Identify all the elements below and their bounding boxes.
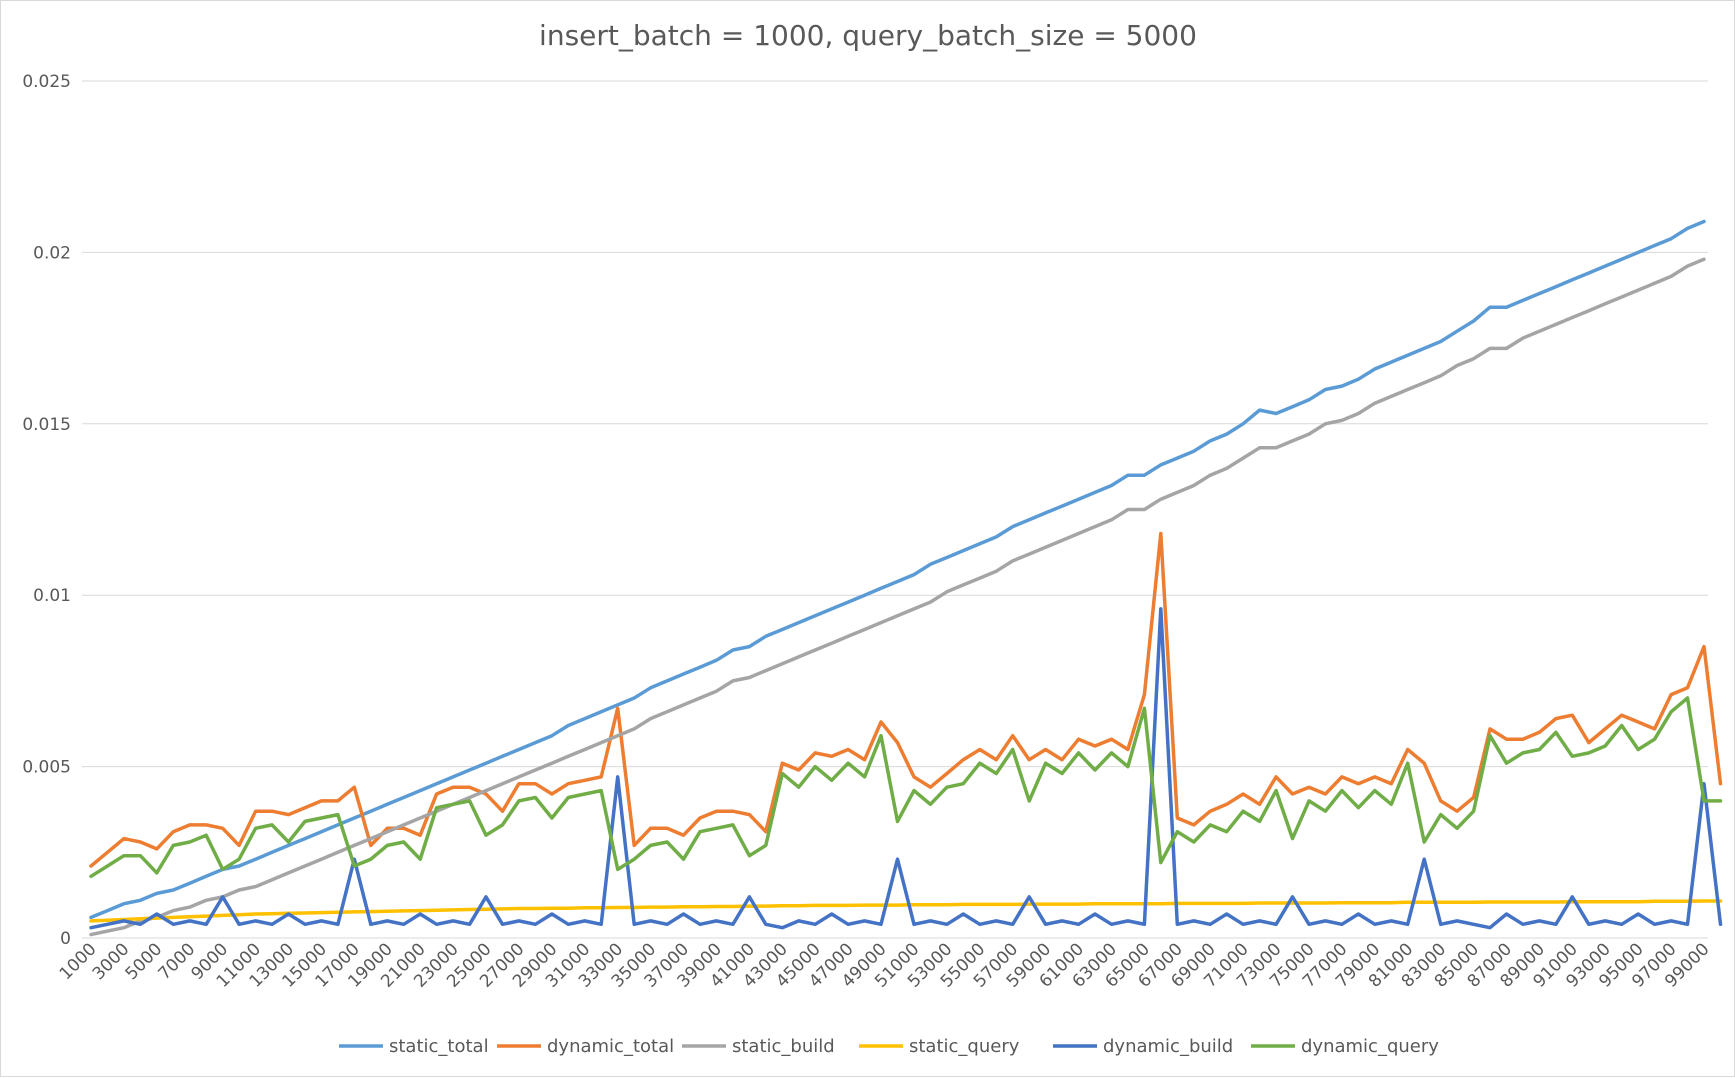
x-tick-label: 7000	[155, 939, 200, 984]
series-line-static-total	[89, 219, 1706, 920]
y-tick-label: 0.005	[22, 758, 71, 778]
y-tick-label: 0	[60, 929, 71, 949]
legend-label: static_query	[909, 1036, 1020, 1057]
series-line-static-build	[89, 257, 1706, 937]
x-tick-label: 3000	[89, 939, 134, 984]
y-tick-label: 0.015	[22, 415, 71, 435]
legend-label: dynamic_query	[1301, 1036, 1439, 1057]
legend-label: static_total	[389, 1036, 489, 1057]
chart-title: insert_batch = 1000, query_batch_size = …	[539, 19, 1197, 52]
y-axis-ticks: 0 0.005 0.01 0.015 0.02 0.025	[22, 72, 71, 949]
y-tick-label: 0.02	[33, 243, 71, 263]
series-lines	[89, 219, 1723, 937]
y-tick-label: 0.025	[22, 72, 71, 92]
x-axis-ticks: 1000300050007000900011000130001500017000…	[56, 939, 1714, 991]
series-line-dynamic-build	[89, 607, 1723, 930]
legend-label: dynamic_total	[547, 1036, 674, 1057]
series-line-dynamic-total	[89, 531, 1723, 868]
legend-label: static_build	[732, 1036, 835, 1057]
gridlines	[82, 80, 1708, 768]
y-tick-label: 0.01	[33, 586, 71, 606]
series-line-static-query	[89, 899, 1723, 923]
series-line-dynamic-query	[89, 696, 1723, 879]
legend-label: dynamic_build	[1103, 1036, 1233, 1057]
x-tick-label: 5000	[122, 939, 167, 984]
legend: static_total dynamic_total static_build sta…	[339, 1036, 1439, 1057]
